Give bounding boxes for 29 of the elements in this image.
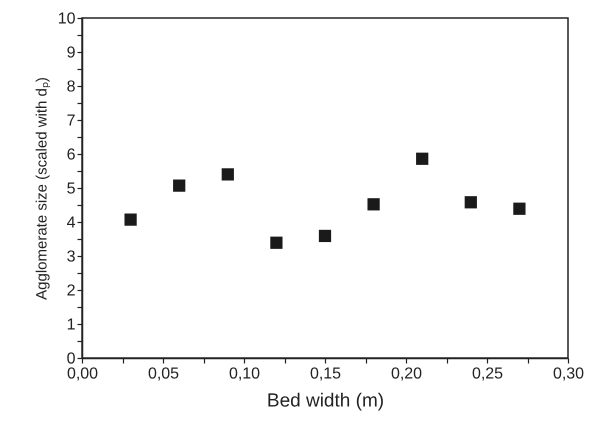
point	[124, 213, 137, 226]
point	[222, 168, 234, 181]
y-tick-label: 0	[66, 350, 76, 368]
point	[416, 152, 428, 165]
x-tick-label: 0,05	[148, 366, 180, 382]
x-tick-label: 0,10	[228, 366, 260, 382]
point	[367, 198, 380, 210]
point	[318, 230, 332, 242]
y-tick-label: 4	[66, 214, 76, 232]
y-tick-label: 7	[66, 112, 76, 130]
point	[270, 236, 283, 249]
y-tick-label: 10	[58, 10, 76, 28]
point	[464, 196, 477, 208]
x-tick-label: 0,25	[472, 366, 504, 382]
point	[513, 202, 526, 215]
x-tick-label: 0,15	[310, 366, 342, 382]
x-tick-label: 0,30	[552, 366, 584, 382]
y-tick-label: 2	[66, 282, 76, 300]
y-axis-title: Agglomerate size (scaled with dₚ)	[34, 77, 51, 300]
x-tick-label: 0,00	[66, 366, 98, 382]
y-tick-label: 8	[66, 78, 76, 96]
point	[173, 179, 186, 192]
y-tick-label: 3	[66, 248, 76, 266]
x-axis-title: Bed width (m)	[266, 390, 384, 412]
y-tick-label: 9	[66, 44, 76, 62]
y-tick-label: 5	[66, 180, 76, 198]
y-tick-label: 1	[66, 316, 76, 334]
y-tick-label: 6	[66, 146, 76, 164]
x-tick-label: 0,20	[390, 366, 422, 382]
